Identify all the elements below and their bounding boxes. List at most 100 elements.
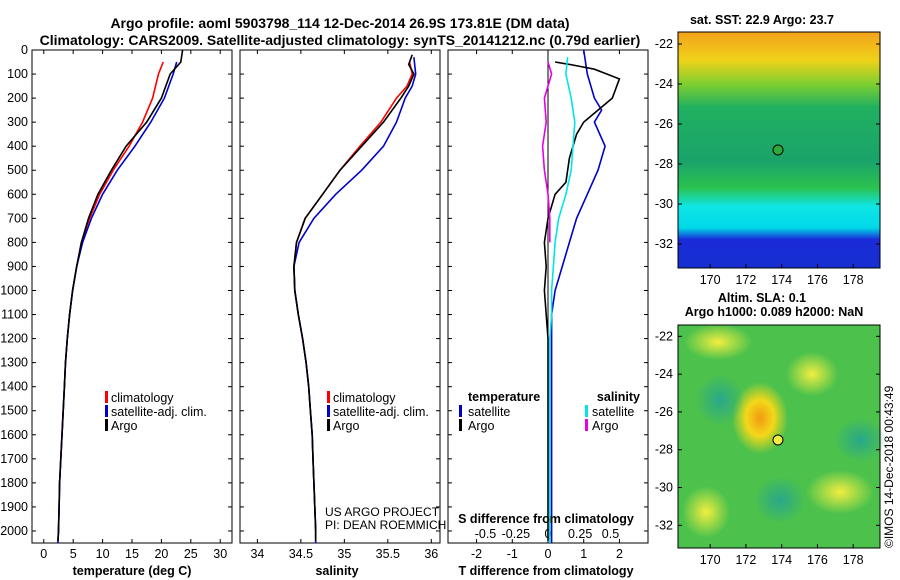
depth-tick-label: 1900	[0, 500, 28, 514]
map-lat-tick-label: -32	[655, 518, 673, 532]
map-lat-tick-label: -26	[655, 405, 673, 419]
legend-label-s-satellite: satellite	[592, 405, 634, 419]
credit-text: ©IMOS 14-Dec-2018 00:43:49	[882, 385, 896, 548]
difference-legend-temperature: temperature satellite Argo	[459, 390, 540, 433]
salinity-panel: 34 34.5 35 35.5 36 salinity climatology sate…	[239, 49, 446, 578]
s-xtick-label: 36	[424, 547, 438, 561]
salinity-legend: climatology satellite-adj. clim. Argo	[327, 391, 429, 433]
project-note: US ARGO PROJECT	[325, 505, 440, 519]
temperature-panel: 0100200300400500600700800900100011001200…	[0, 43, 233, 578]
depth-tick-label: 100	[7, 67, 28, 81]
map-lat-tick-label: -28	[655, 157, 673, 171]
depth-tick-label: 1600	[0, 428, 28, 442]
pi-note: PI: DEAN ROEMMICH	[325, 518, 446, 532]
d-xtick-label: 2	[616, 547, 623, 561]
map-lat-tick-label: -30	[655, 481, 673, 495]
t-series-climatology	[57, 61, 164, 544]
t-xtick-label: 25	[184, 547, 198, 561]
legend-swatch-t-satellite	[459, 405, 462, 417]
depth-tick-label: 1700	[0, 452, 28, 466]
s-xtick-label: 35	[337, 547, 351, 561]
t-series-argo	[57, 49, 184, 541]
t-xtick-label: 30	[213, 547, 227, 561]
map-lon-tick-label: 174	[771, 553, 792, 567]
t-xtick-label: 0	[40, 547, 47, 561]
t-xtick-label: 20	[154, 547, 168, 561]
map-lat-tick-label: -24	[655, 77, 673, 91]
s-xtick-label: 34	[250, 547, 264, 561]
sla-map: Altim. SLA: 0.1 Argo h1000: 0.089 h2000:…	[655, 291, 886, 567]
depth-tick-label: 700	[7, 211, 28, 225]
d-xtick-label: -1	[507, 547, 518, 561]
map-lon-tick-label: 172	[735, 553, 756, 567]
depth-tick-label: 1400	[0, 380, 28, 394]
depth-tick-label: 200	[7, 91, 28, 105]
legend-label-argo: Argo	[333, 419, 359, 433]
d-series-t-argo	[543, 61, 621, 541]
map-lon-tick-label: 176	[807, 273, 828, 287]
map-lon-tick-label: 172	[735, 273, 756, 287]
legend-swatch-climatology	[327, 391, 330, 403]
legend-swatch-argo	[327, 419, 330, 431]
legend-swatch-argo	[105, 419, 108, 431]
t-xtick-label: 10	[96, 547, 110, 561]
sla-title-1: Altim. SLA: 0.1	[718, 291, 806, 305]
temperature-legend: climatology satellite-adj. clim. Argo	[105, 391, 207, 433]
map-lat-tick-label: -30	[655, 197, 673, 211]
legend-label-satellite: satellite-adj. clim.	[111, 405, 207, 419]
map-lon-tick-label: 178	[843, 553, 864, 567]
legend-label-t-argo: Argo	[468, 419, 494, 433]
legend-label-climatology: climatology	[111, 391, 174, 405]
depth-tick-label: 900	[7, 259, 28, 273]
t-xtick-label: 15	[125, 547, 139, 561]
depth-tick-label: 1200	[0, 332, 28, 346]
map-lat-tick-label: -22	[655, 329, 673, 343]
depth-tick-label: 300	[7, 115, 28, 129]
d-xtick2-label: -0.5	[475, 527, 497, 541]
d-series-t-satellite	[550, 49, 606, 543]
sla-title-2: Argo h1000: 0.089 h2000: NaN	[685, 305, 864, 319]
depth-tick-label: 600	[7, 187, 28, 201]
legend-swatch-satellite	[327, 405, 330, 417]
s-series-satellite-adj-clim-	[293, 57, 417, 543]
legend-title-salinity: salinity	[597, 390, 640, 404]
legend-label-climatology: climatology	[333, 391, 396, 405]
depth-tick-label: 400	[7, 139, 28, 153]
argo-location-marker	[772, 144, 784, 156]
salinity-xlabel: salinity	[315, 564, 358, 578]
map-lon-tick-label: 170	[700, 553, 721, 567]
t-series-satellite-adj-clim-	[57, 61, 178, 544]
d-xtick2-label: 0.5	[602, 527, 619, 541]
difference-s-xlabel: S difference from climatology	[458, 512, 634, 526]
legend-swatch-t-argo	[459, 419, 462, 431]
d-series-s-satellite	[549, 57, 576, 543]
map-lon-tick-label: 170	[700, 273, 721, 287]
d-xtick-label: 0	[545, 547, 552, 561]
d-xtick2-label: 0.25	[568, 527, 592, 541]
temperature-xlabel: temperature (deg C)	[73, 564, 192, 578]
sst-title: sat. SST: 22.9 Argo: 23.7	[690, 13, 834, 27]
map-lat-tick-label: -24	[655, 367, 673, 381]
legend-label-t-satellite: satellite	[468, 405, 510, 419]
sst-map: sat. SST: 22.9 Argo: 23.7 -22 -24 -26 -28 -3…	[655, 13, 881, 287]
difference-t-xlabel: T difference from climatology	[458, 564, 633, 578]
legend-label-argo: Argo	[111, 419, 137, 433]
depth-tick-label: 1100	[1, 308, 28, 322]
map-lon-tick-label: 174	[771, 273, 792, 287]
legend-label-satellite: satellite-adj. clim.	[333, 405, 429, 419]
map-lat-tick-label: -28	[655, 443, 673, 457]
depth-tick-label: 0	[21, 43, 28, 57]
map-lat-tick-label: -32	[655, 237, 673, 251]
depth-tick-label: 500	[7, 163, 28, 177]
depth-tick-label: 1300	[0, 356, 28, 370]
d-xtick-label: 1	[580, 547, 587, 561]
d-xtick-label: -2	[471, 547, 482, 561]
legend-swatch-satellite	[105, 405, 108, 417]
legend-swatch-climatology	[105, 391, 108, 403]
map-lat-tick-label: -26	[655, 117, 673, 131]
depth-tick-label: 1800	[0, 476, 28, 490]
depth-tick-label: 1500	[0, 404, 28, 418]
d-series-s-argo	[541, 61, 553, 243]
legend-label-s-argo: Argo	[592, 419, 618, 433]
